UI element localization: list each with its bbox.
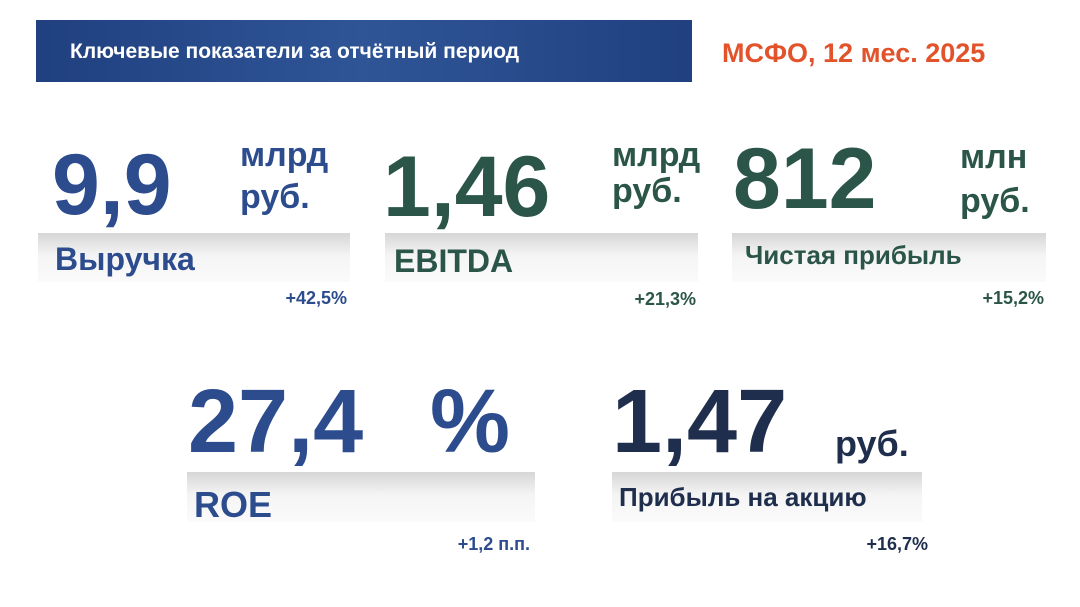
kpi-unit: руб. xyxy=(960,182,1030,220)
kpi-label: ROE xyxy=(194,484,272,525)
kpi-change: +42,5% xyxy=(285,288,347,308)
kpi-label: EBITDA xyxy=(394,243,513,279)
kpi-value: 9,9 xyxy=(52,137,172,233)
kpi-unit: млн xyxy=(960,138,1027,176)
kpi-change: +16,7% xyxy=(866,534,928,554)
kpi-value: 1,46 xyxy=(383,139,550,235)
kpi-unit: млрд xyxy=(612,136,700,174)
kpi-value: 27,4 xyxy=(188,372,363,472)
label-box xyxy=(38,233,350,282)
kpi-unit: руб. xyxy=(835,423,909,464)
header-bar xyxy=(36,20,692,82)
kpi-unit: млрд xyxy=(240,136,328,174)
kpi-label: Прибыль на акцию xyxy=(619,482,867,512)
header-title: Ключевые показатели за отчётный период xyxy=(70,40,519,63)
kpi-label: Чистая прибыль xyxy=(745,240,962,270)
kpi-label: Выручка xyxy=(55,241,195,277)
label-box xyxy=(612,472,922,522)
kpi-change: +1,2 п.п. xyxy=(458,534,530,554)
kpi-unit: руб. xyxy=(240,178,310,216)
kpi-value: 1,47 xyxy=(612,372,787,472)
label-box xyxy=(732,233,1046,282)
kpi-value: 812 xyxy=(733,131,877,227)
kpi-change: +21,3% xyxy=(634,289,696,309)
label-box xyxy=(385,233,698,282)
kpi-unit: руб. xyxy=(612,172,682,210)
kpi-change: +15,2% xyxy=(982,288,1044,308)
header-subtitle: МСФО, 12 мес. 2025 xyxy=(722,38,985,68)
label-box xyxy=(187,472,535,522)
kpi-unit: % xyxy=(430,372,510,472)
